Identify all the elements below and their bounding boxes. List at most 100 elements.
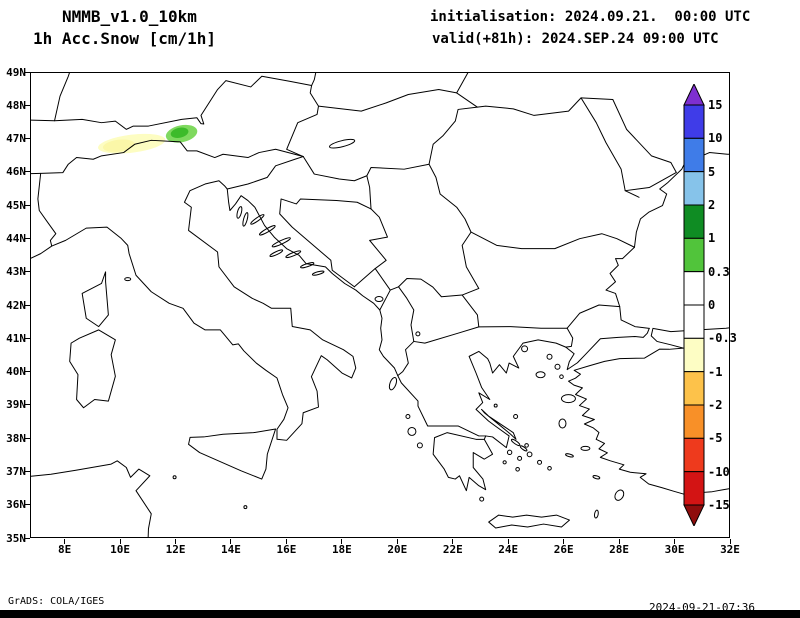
x-axis-tick <box>341 539 343 544</box>
coastline-path <box>568 328 729 496</box>
y-axis-tick <box>24 470 30 472</box>
colorbar-band <box>683 137 705 173</box>
border-path <box>31 75 319 158</box>
colorbar-band <box>683 437 705 473</box>
coastline-path <box>432 432 494 492</box>
island-lefkada <box>405 414 411 420</box>
coastline-path <box>31 180 487 441</box>
y-axis-tick <box>24 71 30 73</box>
border-path <box>369 208 391 311</box>
island-krk <box>236 206 243 219</box>
border-path <box>461 231 480 296</box>
y-axis-tick <box>24 404 30 406</box>
border-path <box>428 163 635 250</box>
colorbar-band <box>683 171 705 206</box>
coastline-path <box>468 339 567 449</box>
island-cyclades <box>517 455 523 461</box>
y-axis-label: 45N <box>6 198 26 212</box>
island-samos <box>580 445 591 451</box>
x-axis-tick <box>230 539 232 544</box>
x-axis-tick <box>563 539 565 544</box>
colorbar-arrow-bottom <box>683 504 705 526</box>
x-axis-label: 20E <box>387 543 408 556</box>
y-axis-tick <box>24 271 30 273</box>
island-cyclades <box>526 451 533 458</box>
x-axis-label: 22E <box>442 543 463 556</box>
coastline-path <box>565 327 650 371</box>
island-kythira <box>479 496 485 502</box>
island-rhodes <box>614 489 625 501</box>
border-path <box>317 89 478 112</box>
border-path <box>580 97 640 198</box>
snow-patch-green-core <box>170 127 189 138</box>
island-samothrace <box>546 353 553 360</box>
colorbar-tick-label: 0 <box>708 297 716 312</box>
island-kos <box>592 475 601 480</box>
map-plot-area <box>30 72 730 538</box>
border-path <box>478 326 568 329</box>
border-path <box>226 156 304 190</box>
y-axis-label: 40N <box>6 365 26 379</box>
island-cres <box>242 212 249 227</box>
island-kefalonia <box>407 426 417 436</box>
island-skiathos <box>493 403 498 408</box>
colorbar-band <box>683 471 705 506</box>
colorbar-tick-label: -15 <box>708 497 730 512</box>
lake-balaton <box>329 138 356 149</box>
colorbar-tick-label: -1 <box>708 364 723 379</box>
y-axis-tick <box>24 171 30 173</box>
island-elba <box>124 277 132 282</box>
lake-ohrid <box>415 331 421 337</box>
island-cyclades <box>524 443 529 448</box>
coastline-path <box>31 460 152 537</box>
x-axis-label: 14E <box>221 543 241 556</box>
x-axis-tick <box>119 539 121 544</box>
y-axis-label: 41N <box>6 331 26 345</box>
island-sicily <box>188 428 277 480</box>
island-chios <box>558 418 567 429</box>
island-dalmatian <box>259 225 276 236</box>
y-axis-tick <box>24 337 30 339</box>
border-path <box>311 73 317 87</box>
island-karpathos <box>593 509 599 519</box>
colorbar-tick-label: -10 <box>708 464 730 479</box>
border-path <box>397 286 415 377</box>
y-axis-label: 44N <box>6 231 26 245</box>
border-path <box>31 139 304 175</box>
border-path <box>566 304 621 329</box>
colorbar-tick-label: 0.3 <box>708 264 730 279</box>
colorbar-band <box>683 104 705 139</box>
x-axis-label: 32E <box>720 543 740 556</box>
island-cyclades <box>537 459 543 465</box>
y-axis-label: 43N <box>6 265 26 279</box>
island-dalmatian <box>300 262 315 269</box>
border-path <box>279 198 372 288</box>
y-axis-label: 42N <box>6 298 26 312</box>
island-cyclades <box>502 460 507 465</box>
borders-group <box>31 73 677 377</box>
island-limnos <box>535 371 546 379</box>
island-dalmatian <box>271 237 291 248</box>
border-path <box>37 172 57 247</box>
y-axis-tick <box>24 304 30 306</box>
y-axis-tick <box>24 504 30 506</box>
y-axis-label: 48N <box>6 98 26 112</box>
border-path <box>413 326 480 344</box>
y-axis-label: 47N <box>6 132 26 146</box>
colorbar-tick-label: 1 <box>708 231 716 246</box>
border-path <box>565 327 574 348</box>
valid-time-label: valid(+81h): 2024.SEP.24 09:00 UTC <box>432 31 719 47</box>
field-title: 1h Acc.Snow [cm/1h] <box>33 29 217 48</box>
island-dalmatian <box>311 270 325 276</box>
island-malta <box>243 505 248 510</box>
snow-patches-group <box>98 124 198 154</box>
map-svg <box>31 73 729 537</box>
x-axis-tick <box>729 539 731 544</box>
border-path <box>580 97 677 192</box>
colorbar <box>683 84 705 526</box>
y-axis-tick <box>24 104 30 106</box>
bottom-bar <box>0 610 800 618</box>
grads-credit: GrADS: COLA/IGES <box>8 596 105 607</box>
border-path <box>461 294 480 328</box>
